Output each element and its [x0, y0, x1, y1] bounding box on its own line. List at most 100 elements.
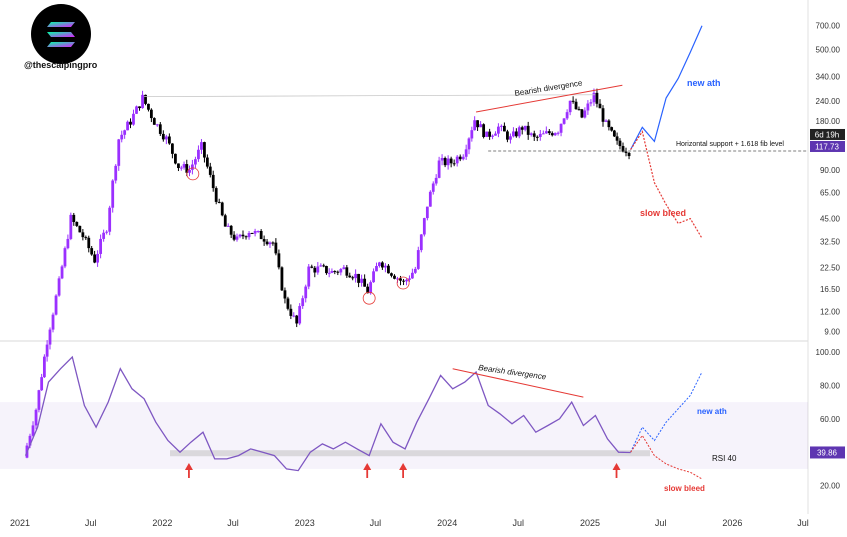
price-candle [491, 135, 494, 137]
price-candle [256, 230, 260, 232]
price-candle [488, 131, 492, 137]
ath-reference-line [144, 94, 596, 98]
price-candle [615, 136, 619, 141]
price-candle [440, 158, 444, 161]
price-candle [470, 130, 474, 139]
price-candle [390, 273, 393, 276]
price-candle [473, 120, 477, 131]
price-candle [182, 164, 186, 168]
price-candle [114, 165, 118, 181]
price-candle [363, 278, 367, 287]
price-candle [316, 266, 320, 273]
price-candle [96, 253, 99, 263]
rsi-divergence-label: Bearish divergence [478, 363, 548, 382]
price-candle [485, 131, 489, 137]
price-candle [84, 237, 88, 239]
price-candle [357, 273, 360, 283]
price-axis-tick-label: 65.00 [820, 189, 841, 198]
last-price-badge [810, 140, 845, 152]
price-candle [589, 102, 593, 104]
x-axis-tick-label: 2026 [722, 518, 742, 528]
price-candle [437, 160, 441, 178]
price-candle [45, 344, 49, 357]
price-candle [164, 136, 168, 140]
price-candle [345, 267, 349, 276]
price-candle [327, 272, 331, 274]
price-candle [277, 253, 281, 268]
price-candle [194, 159, 197, 165]
price-candle [592, 92, 596, 103]
price-candle [268, 242, 272, 245]
price-candle [526, 125, 530, 135]
price-candle [31, 425, 35, 436]
price-candle [405, 279, 408, 282]
price-candle [120, 134, 124, 140]
price-candle [200, 142, 203, 150]
price-candle [292, 315, 296, 317]
price-candle [410, 272, 414, 279]
price-candle [559, 123, 563, 133]
price-candle [301, 298, 305, 307]
price-candle [482, 124, 486, 137]
price-candle [313, 267, 317, 273]
x-axis-tick-label: 2025 [580, 518, 600, 528]
rsi-slow-bleed-label: slow bleed [664, 484, 705, 493]
x-axis-tick-label: Jul [797, 518, 809, 528]
price-candle [57, 278, 61, 296]
price-candle [185, 164, 189, 173]
price-candle [78, 225, 82, 233]
price-axis-tick-label: 9.00 [824, 328, 840, 337]
rsi-touch-arrow-head [399, 463, 408, 470]
price-candle [396, 278, 399, 280]
price-candle [244, 236, 248, 238]
price-candle [250, 232, 254, 234]
price-candle [99, 238, 103, 254]
price-candle [375, 265, 378, 272]
price-candle [393, 275, 396, 279]
price-candle [214, 188, 218, 202]
price-candle [384, 265, 387, 268]
countdown-badge [810, 128, 845, 140]
price-candle [497, 126, 500, 134]
price-candle [48, 329, 52, 345]
price-candle [247, 232, 251, 238]
price-candle [161, 133, 165, 140]
price-candle [241, 234, 245, 237]
rsi-touch-arrow-head [612, 463, 621, 470]
price-candle [259, 230, 263, 240]
price-candle [529, 133, 533, 135]
price-candle [190, 164, 194, 170]
price-candle [402, 280, 405, 282]
x-axis-tick-label: Jul [370, 518, 382, 528]
price-candle [366, 286, 370, 294]
price-candle [399, 278, 402, 281]
price-candle [565, 112, 569, 119]
price-candle [455, 156, 459, 164]
price-candle [556, 132, 560, 134]
price-candle [369, 282, 373, 294]
x-axis-tick-label: 2024 [437, 518, 457, 528]
rsi-axis-tick-label: 60.00 [820, 415, 841, 424]
price-candle [372, 271, 375, 283]
price-candle [322, 265, 326, 267]
price-candle [126, 121, 129, 131]
price-candle [479, 124, 483, 128]
price-candle [419, 234, 423, 251]
price-axis-tick-label: 22.50 [820, 263, 841, 272]
price-candle [28, 435, 32, 446]
price-candle [610, 127, 614, 131]
price-candle [514, 131, 518, 137]
price-candle [66, 238, 70, 249]
price-candle [422, 218, 426, 235]
price-candle [75, 221, 79, 226]
price-candle [132, 113, 135, 125]
price-candle [271, 242, 275, 244]
price-candle [387, 265, 390, 274]
price-candle [289, 308, 293, 316]
author-handle: @thescalpingpro [24, 60, 98, 70]
price-candle [51, 314, 55, 330]
price-divergence-line [475, 84, 623, 113]
price-candle [449, 158, 453, 164]
rsi-new-ath-label: new ath [697, 407, 727, 416]
price-candle [571, 100, 575, 102]
